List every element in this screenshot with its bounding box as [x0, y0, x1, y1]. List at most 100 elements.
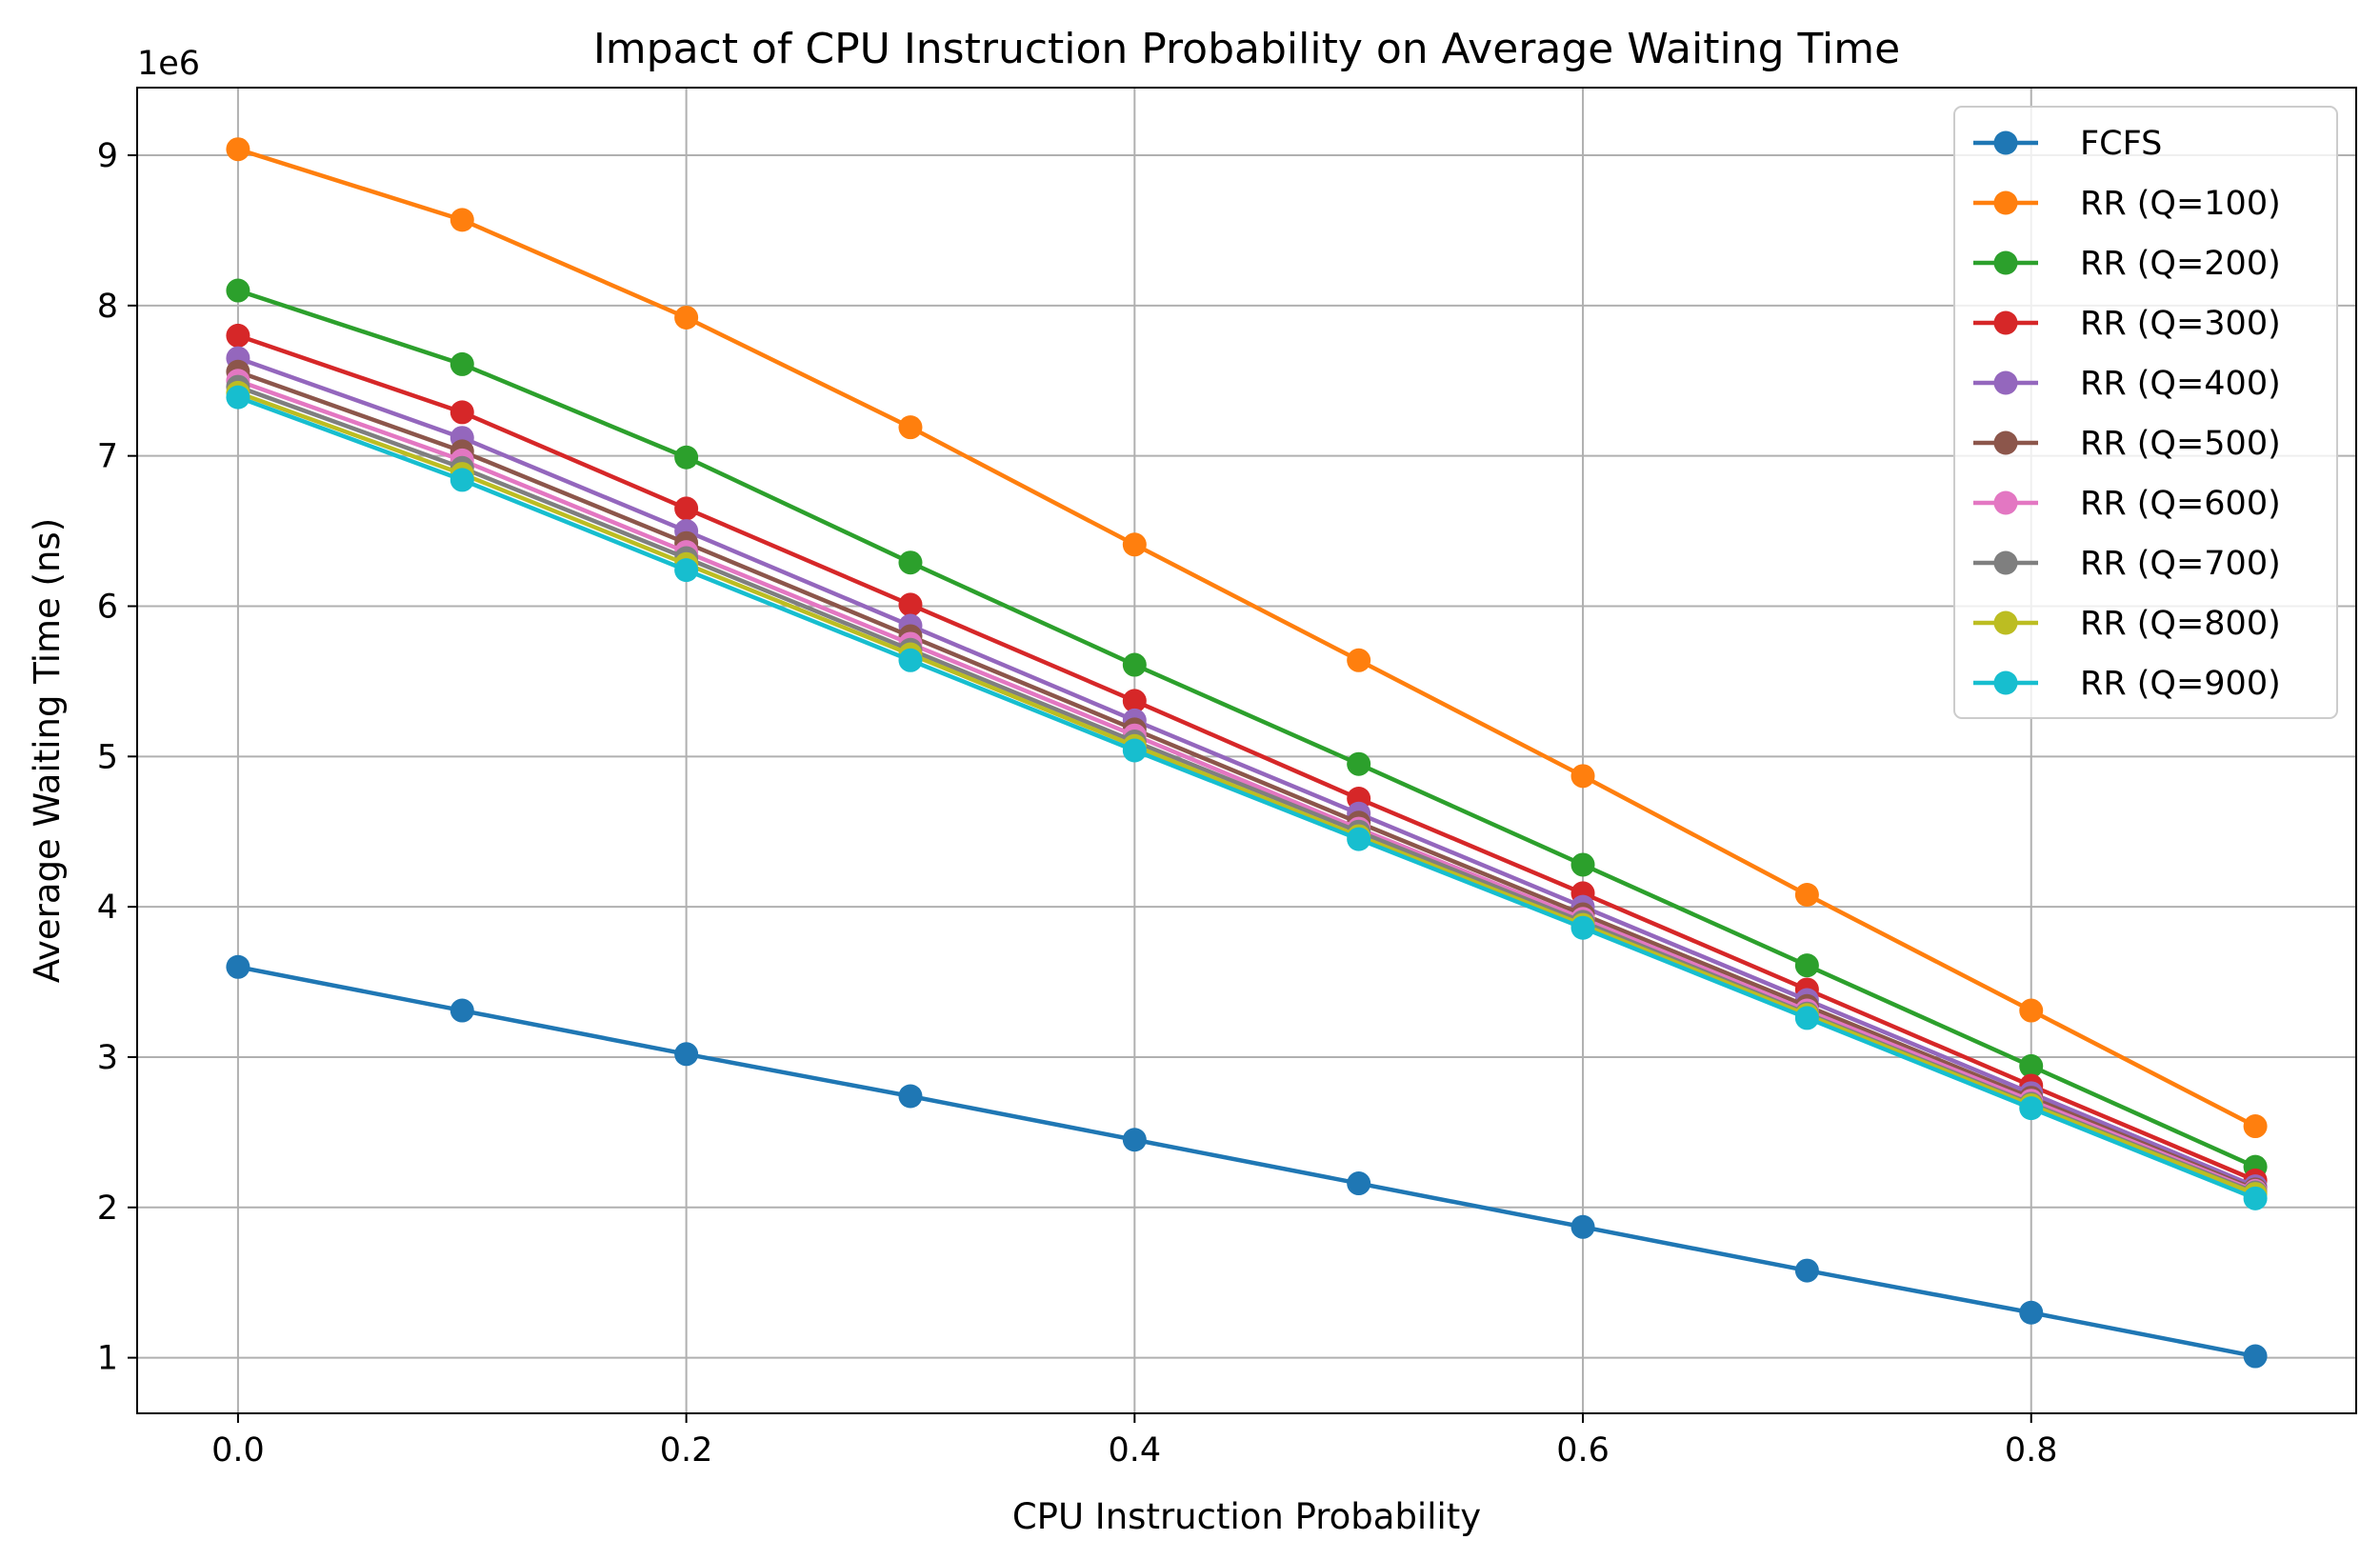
- legend-marker: [1993, 370, 2018, 395]
- legend-marker: [1993, 670, 2018, 695]
- legend-label: RR (Q=400): [2080, 365, 2281, 403]
- series-point: [1122, 738, 1147, 763]
- series-point: [226, 278, 250, 303]
- series-point: [1794, 883, 1819, 908]
- y-tick-label: 9: [97, 137, 118, 175]
- series-point: [226, 385, 250, 410]
- series-point: [226, 954, 250, 979]
- y-tick-label: 2: [97, 1190, 118, 1228]
- legend-label: RR (Q=900): [2080, 665, 2281, 703]
- legend-label: RR (Q=500): [2080, 425, 2281, 463]
- legend-marker: [1993, 430, 2018, 455]
- x-tick-label: 0.6: [1556, 1431, 1610, 1470]
- ticks: 0.0 0.2 0.4 0.6 0.8 1 2 3 4 5 6 7 8 9: [97, 137, 2058, 1470]
- series-layer: [226, 137, 2268, 1369]
- series-0: [226, 954, 2268, 1369]
- legend-marker: [1993, 550, 2018, 575]
- series-point: [226, 137, 250, 162]
- series-point: [1122, 689, 1147, 713]
- series-point: [2019, 1053, 2044, 1078]
- legend-entry: RR (Q=800): [1973, 605, 2281, 643]
- series-point: [450, 468, 474, 492]
- series-point: [1347, 1171, 1371, 1196]
- legend-entry: RR (Q=100): [1973, 185, 2281, 223]
- series-point: [674, 558, 699, 583]
- legend-entry: RR (Q=400): [1973, 365, 2281, 403]
- series-line: [237, 965, 2256, 1359]
- x-tick-label: 0.8: [2005, 1431, 2058, 1470]
- y-tick-label: 1: [97, 1340, 118, 1378]
- series-2: [226, 278, 2268, 1179]
- plot-frame: [136, 87, 2357, 1414]
- y-tick-label: 6: [97, 588, 118, 626]
- y-axis-label: Average Waiting Time (ns): [27, 518, 68, 983]
- legend-entry: RR (Q=500): [1973, 425, 2281, 463]
- x-axis-label: CPU Instruction Probability: [1012, 1496, 1481, 1537]
- legend-entry: RR (Q=300): [1973, 305, 2281, 343]
- x-tick-label: 0.2: [660, 1431, 713, 1470]
- series-point: [1570, 915, 1595, 940]
- legend-label: FCFS: [2080, 125, 2162, 163]
- legend-marker: [1993, 610, 2018, 635]
- legend-label: RR (Q=700): [2080, 545, 2281, 583]
- series-point: [898, 415, 923, 440]
- legend-marker: [1993, 310, 2018, 335]
- series-point: [1570, 1214, 1595, 1239]
- legend-entry: RR (Q=700): [1973, 545, 2281, 583]
- series-line: [237, 370, 2256, 1191]
- series-line: [237, 355, 2256, 1189]
- series-point: [1122, 1128, 1147, 1152]
- series-line: [237, 288, 2257, 1170]
- chart-title: Impact of CPU Instruction Probability on…: [593, 25, 1900, 73]
- legend-box: [1953, 106, 2338, 719]
- legend-entry: RR (Q=900): [1973, 665, 2281, 703]
- series-point: [898, 1084, 923, 1109]
- series-point: [674, 305, 699, 330]
- series-point: [1347, 751, 1371, 776]
- series-point: [450, 351, 474, 376]
- y-offset-label: 1e6: [137, 45, 200, 83]
- x-tick-label: 0.0: [211, 1431, 265, 1470]
- series-point: [2019, 998, 2044, 1023]
- series-point: [1347, 827, 1371, 851]
- series-line: [237, 378, 2256, 1193]
- series-point: [1794, 1006, 1819, 1030]
- series-line: [237, 333, 2256, 1183]
- legend-label: RR (Q=100): [2080, 185, 2281, 223]
- series-line: [237, 147, 2257, 1129]
- legend-label: RR (Q=300): [2080, 305, 2281, 343]
- series-point: [2243, 1186, 2268, 1210]
- legend: FCFS RR (Q=100) RR (Q=200) RR (Q=300) RR (Q=…: [1953, 106, 2338, 719]
- series-point: [450, 998, 474, 1023]
- series-point: [2243, 1344, 2268, 1369]
- series-point: [1794, 1258, 1819, 1283]
- series-point: [226, 323, 250, 348]
- series-point: [2019, 1096, 2044, 1121]
- series-point: [2019, 1300, 2044, 1325]
- legend-label: RR (Q=200): [2080, 245, 2281, 283]
- series-point: [1122, 532, 1147, 557]
- legend-entry: RR (Q=600): [1973, 485, 2281, 523]
- legend-entry: FCFS: [1973, 125, 2162, 163]
- x-tick-label: 0.4: [1108, 1431, 1161, 1470]
- series-point: [1122, 652, 1147, 677]
- series-point: [2243, 1114, 2268, 1139]
- legend-label: RR (Q=800): [2080, 605, 2281, 643]
- series-point: [1794, 953, 1819, 978]
- legend-marker: [1993, 130, 2018, 155]
- y-tick-label: 4: [97, 889, 118, 927]
- y-tick-label: 7: [97, 438, 118, 476]
- series-point: [898, 592, 923, 617]
- y-tick-label: 3: [97, 1039, 118, 1077]
- series-line: [237, 395, 2256, 1201]
- legend-label: RR (Q=600): [2080, 485, 2281, 523]
- series-point: [674, 1042, 699, 1067]
- legend-marker: [1993, 250, 2018, 275]
- legend-marker: [1993, 490, 2018, 515]
- legend-entry: RR (Q=200): [1973, 245, 2281, 283]
- series-point: [1570, 764, 1595, 789]
- series-point: [674, 496, 699, 521]
- series-point: [1347, 648, 1371, 672]
- series-point: [674, 445, 699, 470]
